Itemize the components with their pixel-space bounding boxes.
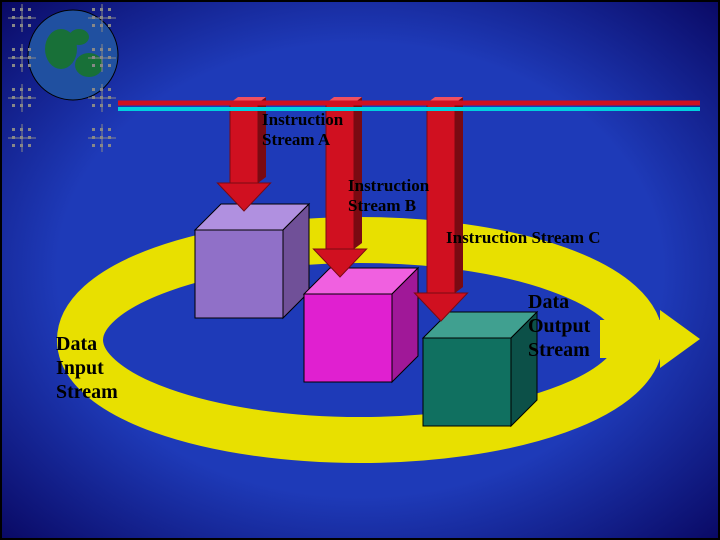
- text: Stream A: [262, 130, 330, 149]
- label-data-output: Data Output Stream: [528, 290, 590, 362]
- label-instruction-b: Instruction Stream B: [348, 176, 429, 217]
- text: Output: [528, 315, 590, 337]
- cube-c: [423, 312, 537, 426]
- diagram-canvas: Instruction Stream A Instruction Stream …: [0, 0, 720, 540]
- label-instruction-a: Instruction Stream A: [262, 110, 343, 151]
- cube-b: [304, 268, 418, 382]
- background-svg: [0, 0, 720, 540]
- text: Data: [56, 333, 97, 355]
- label-instruction-c: Instruction Stream C: [446, 228, 601, 248]
- text: Instruction: [348, 176, 429, 195]
- text: Stream B: [348, 196, 416, 215]
- text: Stream: [56, 381, 118, 403]
- text: Stream: [528, 339, 590, 361]
- label-data-input: Data Input Stream: [56, 332, 118, 404]
- cube-a: [195, 204, 309, 318]
- text: Instruction: [262, 110, 343, 129]
- text: Instruction Stream C: [446, 228, 601, 247]
- text: Data: [528, 291, 569, 313]
- text: Input: [56, 357, 104, 379]
- globe-icon: [28, 10, 118, 100]
